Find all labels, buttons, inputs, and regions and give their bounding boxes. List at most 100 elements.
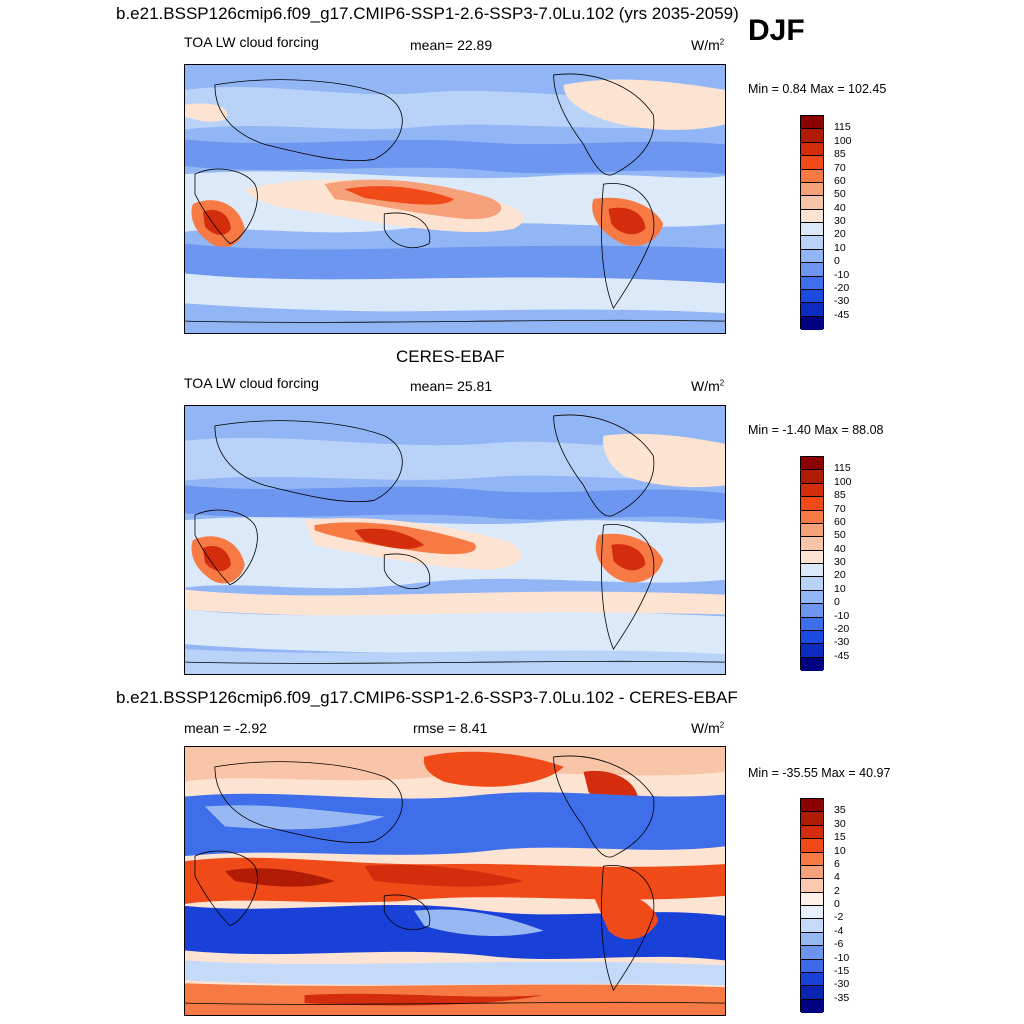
colorbar-swatch — [801, 116, 823, 130]
colorbar-swatch — [801, 523, 823, 538]
colorbar-tick-label: -20 — [834, 622, 850, 635]
colorbar-tick-label: -2 — [834, 911, 844, 924]
panel1-title: b.e21.BSSP126cmip6.f09_g17.CMIP6-SSP1-2.… — [116, 4, 739, 23]
colorbar-tick-label: -15 — [834, 964, 850, 977]
panel3-minmax: Min = -35.55 Max = 40.97 — [748, 766, 891, 780]
colorbar-tick-label: -20 — [834, 281, 850, 294]
colorbar-tick-label: 2 — [834, 884, 840, 897]
colorbar-swatch — [801, 919, 823, 933]
colorbar-tick-label: -45 — [834, 649, 850, 662]
colorbar-tick-label: 115 — [834, 121, 851, 134]
season-label: DJF — [748, 14, 805, 47]
colorbar-swatch — [801, 303, 823, 317]
colorbar-swatch — [801, 825, 823, 840]
colorbar-tick-label: -10 — [834, 609, 850, 622]
colorbar-swatch — [801, 316, 823, 330]
panel1-map-field — [185, 65, 725, 333]
panel3-title: b.e21.BSSP126cmip6.f09_g17.CMIP6-SSP1-2.… — [116, 688, 738, 707]
colorbar-swatch — [801, 590, 823, 605]
panel2-map-field — [185, 406, 725, 674]
panel1-variable: TOA LW cloud forcing — [184, 34, 319, 50]
colorbar-swatch — [801, 537, 823, 551]
colorbar-tick-label: 30 — [834, 215, 846, 227]
colorbar-tick-label: 60 — [834, 174, 846, 187]
colorbar-tick-label: 115 — [834, 462, 851, 475]
colorbar-tick-label: 10 — [834, 241, 846, 254]
panel3-mean: mean = -2.92 — [184, 720, 267, 736]
colorbar-tick-label: 60 — [834, 515, 846, 528]
colorbar-tick-label: 30 — [834, 556, 846, 568]
panel2-title: CERES-EBAF — [396, 347, 505, 366]
colorbar-swatch — [801, 852, 823, 866]
colorbar-swatch — [801, 812, 823, 826]
colorbar-swatch — [801, 249, 823, 264]
colorbar-swatch — [801, 959, 823, 973]
colorbar-swatch — [801, 799, 823, 813]
colorbar-tick-label: 50 — [834, 188, 846, 201]
colorbar-tick-label: 0 — [834, 596, 840, 609]
colorbar-swatch — [801, 577, 823, 591]
panel2-colorbar — [800, 456, 824, 671]
colorbar-swatch — [801, 142, 823, 157]
colorbar-tick-label: 0 — [834, 255, 840, 268]
colorbar-swatch — [801, 289, 823, 304]
colorbar-swatch — [801, 892, 823, 906]
colorbar-tick-label: -35 — [834, 991, 850, 1004]
colorbar-swatch — [801, 946, 823, 960]
colorbar-swatch — [801, 483, 823, 498]
colorbar-swatch — [801, 236, 823, 250]
panel2-mean: mean= 25.81 — [410, 378, 493, 394]
panel3-map — [184, 746, 726, 1016]
colorbar-tick-label: 50 — [834, 529, 846, 542]
colorbar-swatch — [801, 196, 823, 210]
colorbar-tick-label: -45 — [834, 308, 850, 321]
colorbar-swatch — [801, 169, 823, 183]
panel1-mean: mean= 22.89 — [410, 37, 493, 53]
colorbar-swatch — [801, 276, 823, 290]
colorbar-swatch — [801, 657, 823, 671]
colorbar-swatch — [801, 497, 823, 511]
colorbar-tick-label: 10 — [834, 582, 846, 595]
colorbar-swatch — [801, 223, 823, 237]
panel1-colorbar — [800, 115, 824, 330]
colorbar-tick-label: -10 — [834, 951, 850, 964]
colorbar-tick-label: 10 — [834, 844, 846, 857]
panel2-units: W/m2 — [691, 378, 725, 394]
colorbar-swatch — [801, 839, 823, 853]
panel2-map — [184, 405, 726, 675]
colorbar-swatch — [801, 617, 823, 631]
colorbar-tick-label: 0 — [834, 898, 840, 910]
panel2-minmax: Min = -1.40 Max = 88.08 — [748, 423, 884, 437]
colorbar-tick-label: -6 — [834, 938, 844, 951]
panel3-colorbar — [800, 798, 824, 1013]
colorbar-tick-label: 20 — [834, 569, 846, 582]
colorbar-swatch — [801, 879, 823, 893]
colorbar-swatch — [801, 630, 823, 645]
colorbar-tick-label: 70 — [834, 161, 846, 174]
panel1-map — [184, 64, 726, 334]
colorbar-tick-label: 40 — [834, 542, 846, 555]
colorbar-swatch — [801, 470, 823, 484]
panel1-units: W/m2 — [691, 37, 725, 53]
colorbar-swatch — [801, 209, 823, 223]
colorbar-swatch — [801, 564, 823, 578]
panel2-variable: TOA LW cloud forcing — [184, 375, 319, 391]
colorbar-swatch — [801, 263, 823, 277]
colorbar-swatch — [801, 604, 823, 618]
panel3-rmse: rmse = 8.41 — [413, 720, 488, 736]
colorbar-swatch — [801, 510, 823, 524]
colorbar-swatch — [801, 932, 823, 947]
colorbar-swatch — [801, 129, 823, 143]
colorbar-swatch — [801, 550, 823, 564]
colorbar-tick-label: -4 — [834, 924, 844, 937]
colorbar-tick-label: 35 — [834, 804, 846, 817]
colorbar-swatch — [801, 865, 823, 880]
colorbar-swatch — [801, 986, 823, 1000]
panel3-map-field — [185, 747, 725, 1015]
colorbar-tick-label: -30 — [834, 636, 850, 649]
colorbar-tick-label: 40 — [834, 201, 846, 214]
colorbar-swatch — [801, 972, 823, 987]
panel1-minmax: Min = 0.84 Max = 102.45 — [748, 82, 887, 96]
colorbar-tick-label: 4 — [834, 871, 840, 884]
colorbar-swatch — [801, 906, 823, 920]
